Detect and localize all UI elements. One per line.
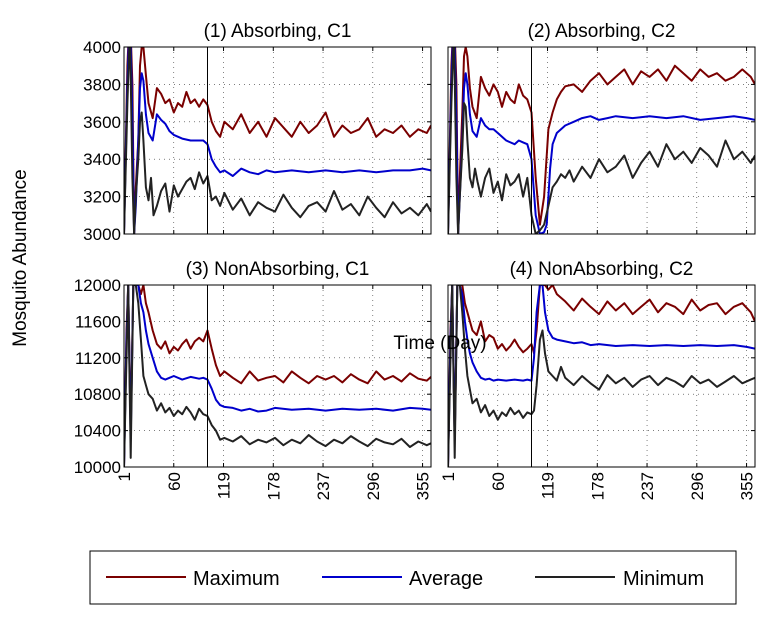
y-tick-label: 12000 [74,276,121,295]
legend-label-minimum: Minimum [623,568,704,590]
y-tick-label: 3800 [83,75,121,94]
axes-frame [123,46,432,235]
plot-area [448,285,755,467]
series-line-minimum [448,285,755,467]
panel-title: (1) Absorbing, C1 [204,21,352,42]
y-tick-label: 10400 [74,422,121,441]
legend-label-maximum: Maximum [193,568,280,590]
panel-4: 1 60 119 178 237 296 355 (4) NonAbsorbing, C2 [439,259,757,500]
y-tick-label: 3600 [83,113,121,132]
series-line-average [124,285,431,467]
series-line-maximum [448,285,755,467]
series-line-average [124,47,431,234]
panel-2: (2) Absorbing, C2 [447,21,756,235]
series-line-maximum [448,47,755,234]
x-tick-label: 296 [688,472,707,500]
y-tick-label: 3400 [83,150,121,169]
panel-title: (2) Absorbing, C2 [528,21,676,42]
x-tick-label: 1 [439,472,458,481]
x-tick-label: 60 [489,472,508,491]
series-group [124,47,431,234]
y-tick-label: 3200 [83,188,121,207]
series-line-minimum [448,47,755,234]
y-tick-label: 10000 [74,458,121,477]
x-tick-label: 1 [115,472,134,481]
series-group [448,47,755,234]
axes-frame [447,46,756,235]
x-tick-label: 355 [738,472,757,500]
x-tick-label: 355 [414,472,433,500]
panel-3: 10000 10400 10800 11200 11600 12000 1 60 119 178 2… [74,259,433,500]
series-group [448,285,755,467]
legend-box [89,550,737,605]
x-axis-label: Time (Day) [393,333,486,354]
series-group [124,285,431,467]
panel-title: (3) NonAbsorbing, C1 [186,259,370,280]
x-tick-label: 119 [539,472,558,499]
axes-frame [123,284,432,468]
axes-frame [447,284,756,468]
series-line-minimum [124,47,431,234]
x-tick-label: 178 [588,472,607,500]
legend-label-average: Average [409,568,483,590]
series-line-average [448,285,755,467]
x-tick-label: 296 [364,472,383,500]
x-tick-label: 119 [215,472,234,499]
legend: Maximum Average Minimum [89,550,737,605]
y-tick-label: 4000 [83,38,121,57]
panels: 3000 3200 3400 3600 3800 4000 (1) Absorbing, C… [74,21,757,500]
series-line-average [448,47,755,234]
x-tick-label: 60 [165,472,184,491]
y-tick-label: 11600 [75,312,121,331]
y-axis-label: Mosquito Abundance [10,169,31,346]
plot-area [124,47,431,234]
series-line-maximum [124,285,431,467]
x-tick-label: 237 [638,472,657,500]
x-tick-label: 178 [264,472,283,500]
y-tick-label: 10800 [74,385,121,404]
series-line-maximum [124,47,431,234]
y-tick-label: 11200 [75,349,121,368]
y-tick-label: 3000 [83,225,121,244]
panel-title: (4) NonAbsorbing, C2 [510,259,694,280]
series-line-minimum [124,285,431,467]
x-tick-label: 237 [314,472,333,500]
panel-1: 3000 3200 3400 3600 3800 4000 (1) Absorbing, C… [83,21,432,244]
